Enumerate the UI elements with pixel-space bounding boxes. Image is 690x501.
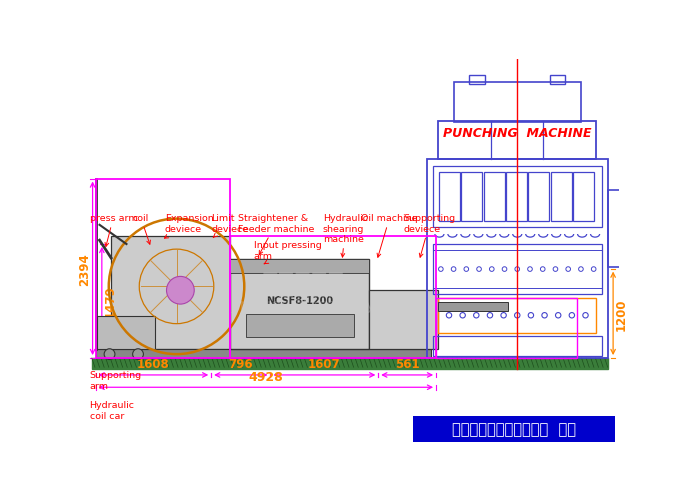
Bar xyxy=(427,160,608,358)
Bar xyxy=(96,179,230,358)
Bar xyxy=(246,315,353,338)
Bar xyxy=(484,172,504,221)
Text: Limit
deviece: Limit deviece xyxy=(211,214,248,238)
Bar xyxy=(369,291,438,349)
Bar xyxy=(230,260,369,349)
Bar xyxy=(413,416,615,442)
Bar xyxy=(438,298,596,333)
Text: 1479: 1479 xyxy=(104,285,117,318)
Bar xyxy=(92,358,608,369)
Text: 厚板三合一送料机生产线  规划: 厚板三合一送料机生产线 规划 xyxy=(452,421,575,436)
Circle shape xyxy=(169,279,184,295)
Circle shape xyxy=(166,277,195,305)
Bar xyxy=(469,76,484,85)
Bar xyxy=(551,172,571,221)
Bar xyxy=(438,302,508,312)
Text: NCSF8-1200: NCSF8-1200 xyxy=(266,296,333,306)
Text: Supporting
arm: Supporting arm xyxy=(90,371,141,390)
Bar xyxy=(438,122,596,160)
Text: 1608: 1608 xyxy=(137,358,170,371)
Text: 1607: 1607 xyxy=(308,358,341,371)
Text: Oil machine: Oil machine xyxy=(362,214,418,258)
Bar xyxy=(529,172,549,221)
Text: Hydraulic
coil car: Hydraulic coil car xyxy=(90,401,135,420)
Bar xyxy=(433,337,602,357)
Text: Supporting
deviece: Supporting deviece xyxy=(404,214,456,258)
Circle shape xyxy=(132,349,144,360)
Bar xyxy=(230,260,369,274)
Text: 晋志德机械: 晋志德机械 xyxy=(262,269,345,297)
Text: 561: 561 xyxy=(395,358,420,371)
Bar xyxy=(433,244,602,295)
Text: Jinzhide Machinery: Jinzhide Machinery xyxy=(232,297,375,312)
Bar xyxy=(608,191,622,268)
Bar xyxy=(573,172,594,221)
Bar xyxy=(230,237,436,358)
Text: Expansion
deviece: Expansion deviece xyxy=(164,214,214,238)
Text: 796: 796 xyxy=(228,358,253,371)
Text: coil: coil xyxy=(132,214,150,245)
Text: press arm: press arm xyxy=(90,214,137,247)
Bar xyxy=(433,250,602,289)
Text: PUNCHING  MACHINE: PUNCHING MACHINE xyxy=(442,127,591,140)
Text: 1200: 1200 xyxy=(615,298,628,330)
Text: 2394: 2394 xyxy=(78,253,91,285)
Bar xyxy=(96,349,431,358)
Text: Straightener &
Feeder machine: Straightener & Feeder machine xyxy=(238,214,315,255)
Bar xyxy=(433,166,602,227)
Bar xyxy=(550,76,565,85)
Bar xyxy=(97,316,155,349)
Text: 4928: 4928 xyxy=(248,370,283,383)
Bar xyxy=(462,172,482,221)
Bar xyxy=(439,172,460,221)
Bar xyxy=(436,298,577,358)
Text: Input pressing
arm: Input pressing arm xyxy=(253,240,322,265)
Bar xyxy=(454,83,581,123)
Bar xyxy=(506,172,527,221)
Text: Hydraulic
shearing
machine: Hydraulic shearing machine xyxy=(323,214,368,258)
Bar xyxy=(111,237,230,349)
Circle shape xyxy=(104,349,115,360)
